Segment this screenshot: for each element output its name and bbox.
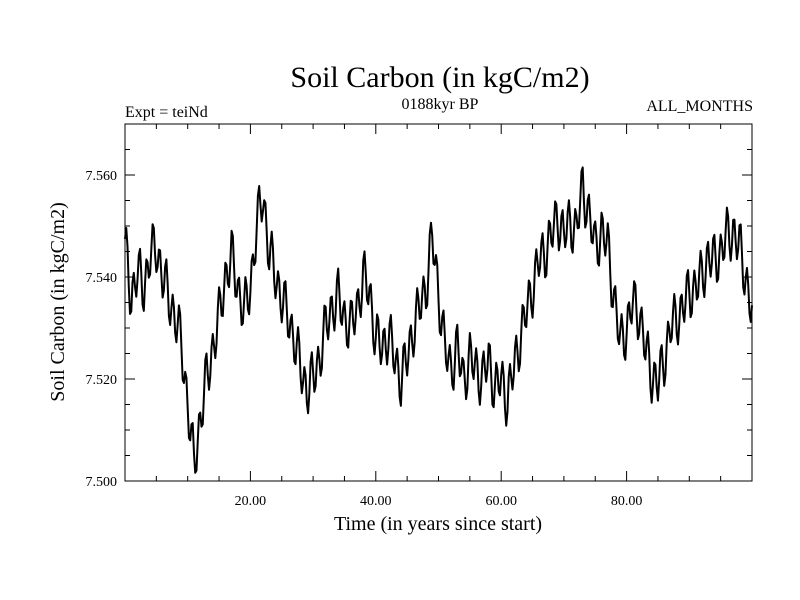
axis-ticks bbox=[125, 124, 752, 481]
y-tick-label: 7.540 bbox=[86, 271, 118, 286]
x-tick-label: 60.00 bbox=[485, 494, 517, 509]
plot-frame bbox=[124, 123, 753, 482]
months-label: ALL_MONTHS bbox=[646, 98, 753, 115]
x-tick-label: 20.00 bbox=[235, 494, 267, 509]
y-tick-label: 7.520 bbox=[86, 373, 118, 388]
x-tick-label: 40.00 bbox=[360, 494, 392, 509]
y-tick-label: 7.500 bbox=[86, 475, 118, 490]
y-axis-label: Soil Carbon (in kgC/m2) bbox=[47, 202, 69, 401]
experiment-label: Expt = teiNd bbox=[125, 104, 208, 121]
chart-title: Soil Carbon (in kgC/m2) bbox=[290, 61, 589, 94]
y-tick-label: 7.560 bbox=[86, 169, 118, 184]
x-axis-label: Time (in years since start) bbox=[334, 513, 542, 535]
series-line-soil-carbon bbox=[124, 166, 753, 474]
x-tick-label: 80.00 bbox=[611, 494, 643, 509]
chart-subtitle: 0188kyr BP bbox=[402, 96, 479, 113]
axis-tick-labels: 20.00 40.00 60.00 80.00 7.500 7.520 7.540 7.560 bbox=[86, 169, 643, 509]
